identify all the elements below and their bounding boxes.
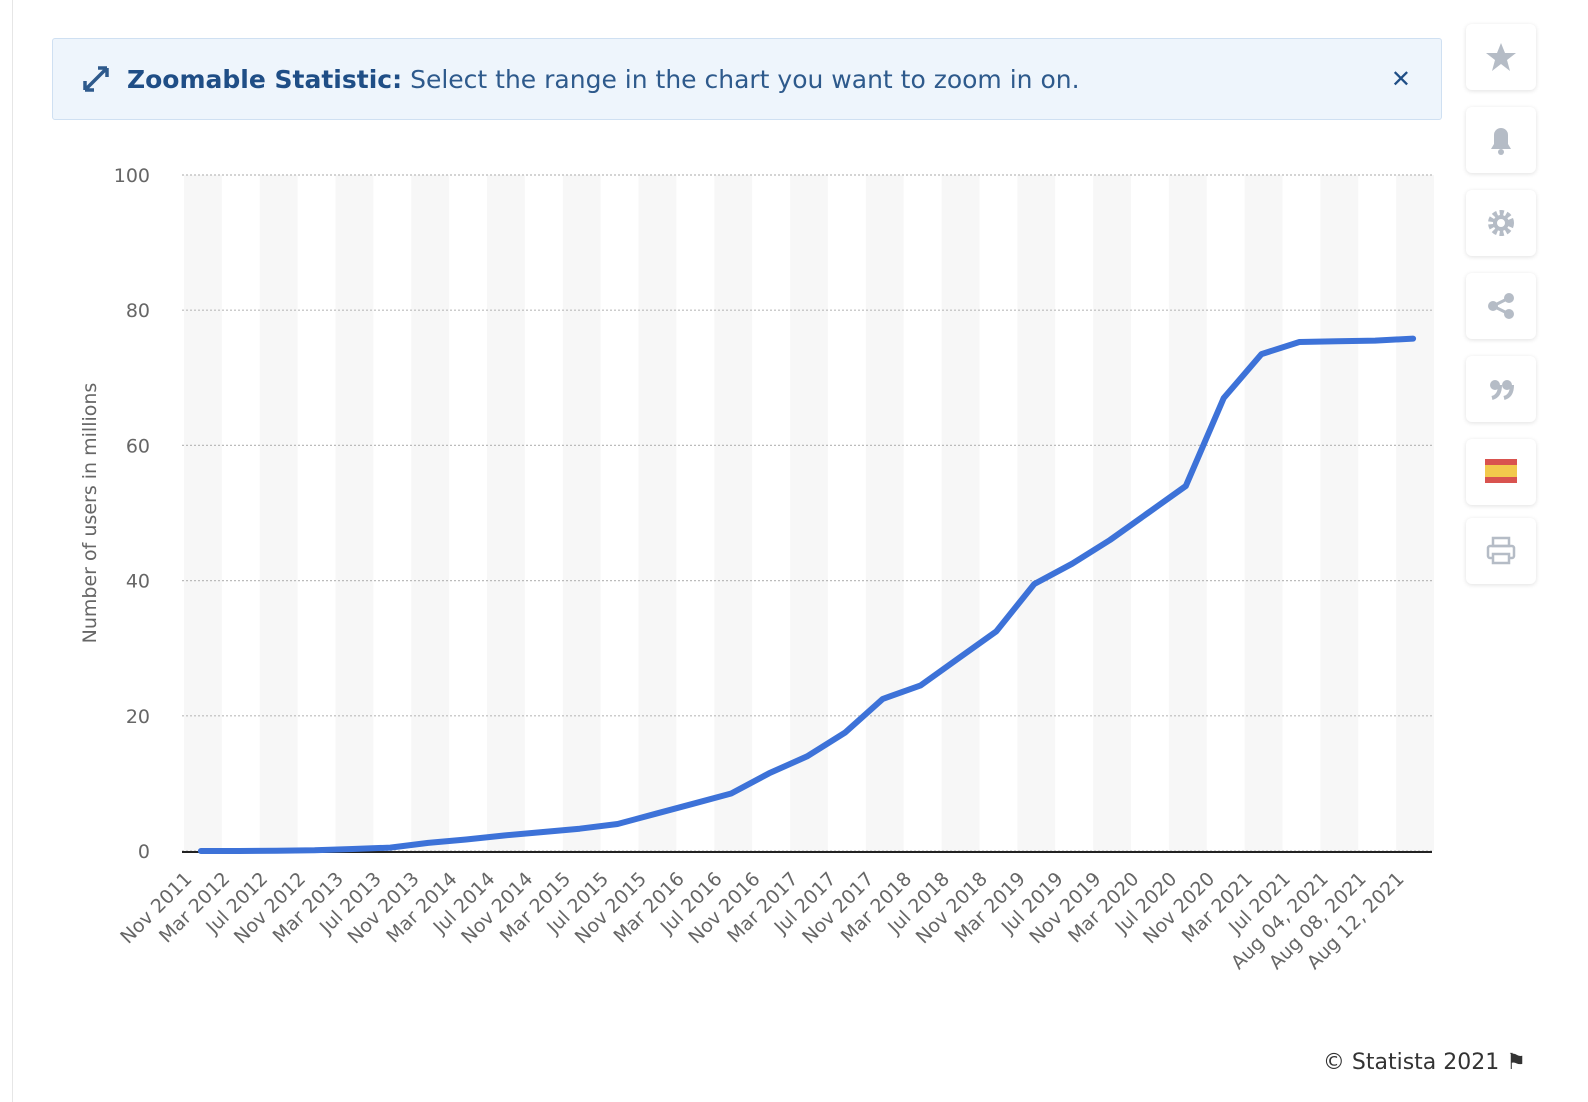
banner-message: Select the range in the chart you want t… — [410, 64, 1080, 94]
band-stripe — [487, 175, 525, 851]
close-button[interactable]: ✕ — [1390, 65, 1411, 93]
share-button[interactable] — [1466, 273, 1536, 339]
y-tick-label: 80 — [126, 300, 150, 322]
y-tick-label: 40 — [126, 571, 150, 593]
band-stripe — [562, 175, 601, 851]
copyright: © Statista 2021 — [1322, 1050, 1500, 1075]
band-stripe — [1168, 175, 1207, 851]
band-stripe — [184, 175, 222, 851]
band-stripe — [865, 175, 904, 851]
band-stripe — [1396, 175, 1434, 851]
band-stripe — [638, 175, 677, 851]
footer: © Statista 2021 ⚑ — [1323, 1050, 1526, 1075]
band-stripe — [941, 175, 980, 851]
band-stripe — [335, 175, 374, 851]
band-stripe — [1320, 175, 1359, 851]
flag-icon[interactable]: ⚑ — [1506, 1050, 1526, 1075]
y-tick-label: 60 — [126, 435, 150, 457]
favorite-button[interactable] — [1466, 24, 1536, 90]
data-line — [197, 335, 1417, 854]
zoom-banner: Zoomable Statistic: Select the range in … — [52, 38, 1442, 120]
cite-button[interactable] — [1466, 356, 1536, 422]
y-tick-label: 20 — [126, 706, 150, 728]
band-stripe — [1017, 175, 1056, 851]
alert-button[interactable] — [1466, 107, 1536, 173]
y-tick-label: 0 — [138, 841, 150, 863]
band-stripe — [411, 175, 450, 851]
band-stripe — [259, 175, 298, 851]
settings-button[interactable] — [1466, 190, 1536, 256]
band-stripe — [1244, 175, 1283, 851]
band-stripe — [714, 175, 753, 851]
print-button[interactable] — [1466, 518, 1536, 584]
language-button[interactable] — [1466, 439, 1536, 505]
banner-title: Zoomable Statistic: — [127, 64, 403, 94]
y-tick-label: 100 — [114, 165, 150, 187]
band-stripe — [1093, 175, 1131, 851]
y-axis-label: Number of users in millions — [79, 383, 101, 644]
band-stripe — [790, 175, 828, 851]
chart: Number of users in millions 0 20 40 60 80 100… — [79, 165, 1434, 974]
zoom-icon — [83, 66, 109, 92]
